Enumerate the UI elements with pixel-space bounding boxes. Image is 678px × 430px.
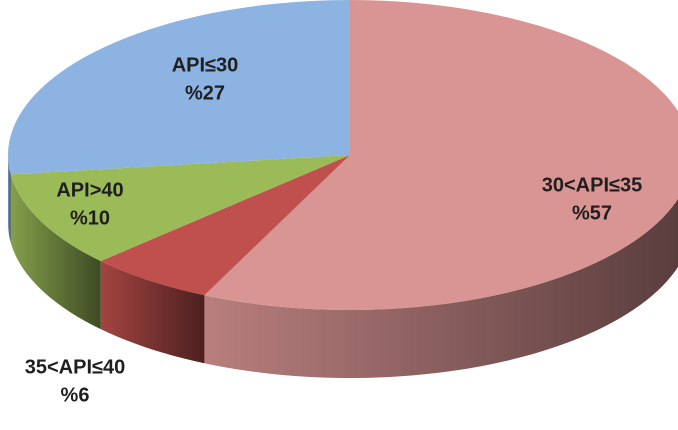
slice-label: API≤30 [172,54,239,76]
slice [10,155,350,262]
slice-label: 35<API≤40 [25,356,126,378]
slice-side-shade [8,155,11,243]
slice [100,155,351,296]
slice [8,0,351,175]
slice-value-label: %6 [61,384,90,406]
slice-value-label: %27 [185,82,225,104]
slice-value-label: %10 [70,207,110,229]
slice-side-shade [204,198,678,378]
slice [204,0,678,310]
slice-value-label: %57 [572,202,612,224]
slice-side-shade [100,261,205,364]
slice-side-shade [10,174,101,330]
slice-label: API>40 [56,179,123,201]
slice-label: 30<API≤35 [542,174,643,196]
